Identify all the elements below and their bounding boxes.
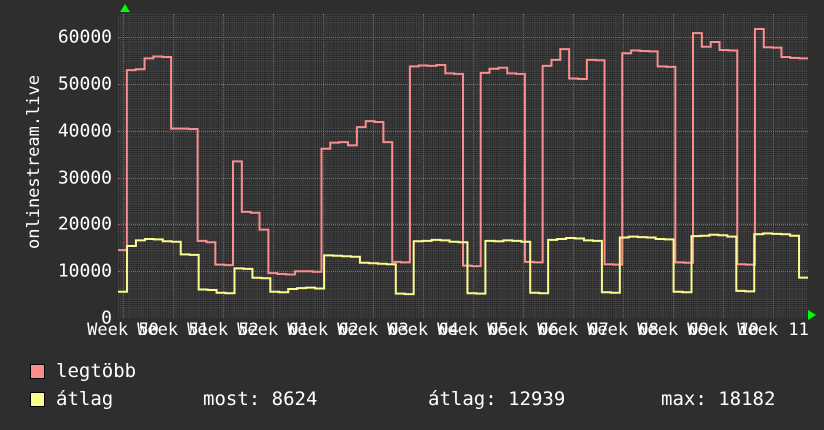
plot-inner [118, 14, 808, 318]
series-line-atlag [118, 232, 808, 296]
gridline-v [323, 14, 324, 318]
x-tick-label: Week 10 [687, 320, 759, 340]
y-tick-label: 0 [101, 307, 112, 329]
y-tick-label: 60000 [57, 26, 112, 48]
legend: legtöbb átlag most: 8624 átlag: 12939 ma… [0, 356, 824, 430]
x-tick-label: Week 03 [337, 320, 409, 340]
y-tick-label: 20000 [57, 213, 112, 235]
y-tick-label: 40000 [57, 120, 112, 142]
series-line-legtobb [118, 27, 808, 276]
x-tick-label: Week 52 [187, 320, 259, 340]
y-tick-label: 50000 [57, 73, 112, 95]
gridline-v [423, 14, 424, 318]
gridline-v [523, 14, 524, 318]
plot-area[interactable] [118, 14, 808, 318]
gridline-v [573, 14, 574, 318]
y-tick-label: 10000 [57, 260, 112, 282]
gridline-v [223, 14, 224, 318]
x-tick-label: Week 02 [287, 320, 359, 340]
legend-swatch-atlag [30, 391, 45, 407]
legend-label-legtobb: legtöbb [56, 360, 137, 382]
gridline-v [173, 14, 174, 318]
gridline-v [723, 14, 724, 318]
gridline-v [773, 14, 774, 318]
stat-most: most: 8624 [203, 388, 318, 410]
gridline-h [118, 37, 808, 39]
x-tick-label: Week 06 [487, 320, 559, 340]
right-arrow-icon [808, 310, 816, 320]
x-tick-label: Week 08 [587, 320, 659, 340]
y-axis-title: onlinestream.live [24, 75, 44, 249]
x-tick-label: Week 01 [237, 320, 309, 340]
chart-lines [118, 27, 808, 296]
legend-swatch-legtobb [30, 363, 45, 379]
up-arrow-icon [120, 4, 130, 12]
gridline-v [273, 14, 274, 318]
gridline-v [623, 14, 624, 318]
y-tick-label: 30000 [57, 167, 112, 189]
x-tick-label: Week 04 [387, 320, 459, 340]
x-tick-label: Week 50 [87, 320, 159, 340]
x-tick-labels: Week 50 Week 51 Week 52 Week 01 Week 02 Week … [0, 320, 824, 346]
gridline-v [373, 14, 374, 318]
gridline-v [673, 14, 674, 318]
gridline-h [118, 271, 808, 273]
x-tick-label: Week 07 [537, 320, 609, 340]
gridline-v [473, 14, 474, 318]
stat-max: max: 18182 [661, 388, 776, 410]
legend-item-legtobb[interactable]: legtöbb [30, 358, 136, 384]
x-tick-label: Week 11 [737, 320, 809, 340]
legend-label-atlag: átlag [56, 388, 114, 410]
x-tick-label: Week 05 [437, 320, 509, 340]
gridline-v [123, 14, 124, 318]
x-tick-label: Week 09 [637, 320, 709, 340]
stat-atlag: átlag: 12939 [428, 388, 566, 410]
legend-item-atlag[interactable]: átlag [30, 386, 113, 412]
x-tick-label: Week 51 [137, 320, 209, 340]
